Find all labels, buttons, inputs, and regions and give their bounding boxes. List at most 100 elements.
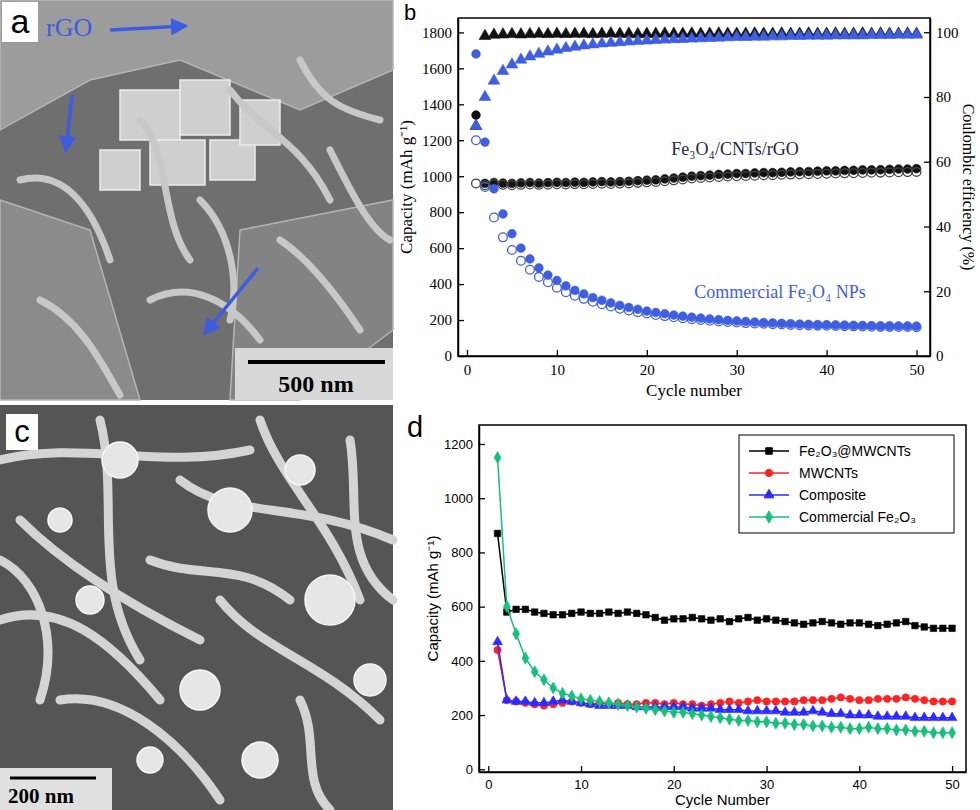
marker [569, 610, 575, 616]
scale-bar-background [0, 768, 112, 810]
tick-label: 1200 [444, 437, 473, 452]
marker [542, 45, 554, 55]
marker [587, 610, 593, 616]
tick: 1000 [444, 491, 485, 506]
marker [804, 170, 813, 179]
annotation: Fe₃O₄/CNTs/rGO [671, 139, 798, 159]
marker [768, 171, 777, 180]
marker [781, 698, 788, 705]
panel-label: d [407, 411, 423, 443]
marker [652, 704, 659, 716]
marker [596, 695, 603, 707]
marker [508, 229, 517, 238]
marker [553, 283, 562, 292]
marker [624, 177, 633, 186]
marker [678, 175, 687, 184]
tick: 1400 [422, 97, 464, 113]
marker [777, 170, 786, 179]
marker [810, 620, 816, 626]
particle [180, 670, 220, 710]
marker [743, 705, 753, 714]
marker [517, 244, 526, 253]
tick-label: 40 [936, 219, 951, 235]
marker [698, 616, 704, 622]
tick-label: 60 [936, 154, 951, 170]
panel-label: c [14, 414, 30, 449]
marker [786, 170, 795, 179]
tick-label: 30 [760, 777, 774, 792]
tick-mark [952, 766, 953, 772]
legend-label: Composite [799, 487, 866, 503]
legend-box [739, 435, 954, 533]
marker [687, 172, 696, 181]
marker [745, 714, 752, 726]
y-axis-title: Capacity (mAh g⁻¹) [397, 120, 416, 254]
tick: 100 [924, 25, 959, 41]
marker [687, 315, 696, 324]
marker [819, 720, 826, 732]
marker [643, 612, 649, 618]
marker [553, 178, 562, 187]
crystal [180, 80, 230, 135]
marker [817, 707, 827, 716]
tick-mark [479, 769, 485, 770]
tick-label: 20 [936, 284, 951, 300]
marker [633, 176, 642, 185]
marker [633, 308, 642, 317]
particle [76, 586, 104, 614]
crystal [100, 150, 140, 190]
marker [470, 119, 482, 129]
tick: 10 [550, 350, 565, 378]
marker [678, 312, 687, 321]
marker [571, 291, 580, 300]
scale-bar [10, 777, 96, 780]
plot-frame [458, 18, 930, 356]
tick: 200 [430, 312, 465, 328]
tick-label: 0 [936, 348, 944, 364]
tick-label: 50 [910, 362, 925, 378]
marker [768, 320, 777, 329]
x-axis-line [459, 356, 931, 358]
tick-mark [458, 320, 464, 321]
marker [553, 180, 562, 189]
marker [680, 616, 686, 622]
marker [587, 694, 594, 706]
marker [680, 706, 687, 718]
marker [750, 171, 759, 180]
marker [894, 168, 903, 177]
tick-label: 1200 [422, 133, 452, 149]
legend-marker [764, 489, 774, 498]
marker [513, 628, 520, 640]
marker [624, 700, 631, 712]
panel-label: b [404, 0, 416, 25]
y-axis: 020040060080010001200 [444, 426, 485, 777]
marker [875, 622, 881, 628]
marker [876, 168, 885, 177]
marker [615, 304, 624, 313]
marker [911, 28, 923, 38]
tick-mark [458, 248, 464, 249]
marker [867, 168, 876, 177]
marker [845, 709, 855, 718]
tick-label: 1400 [422, 97, 452, 113]
tick-mark [458, 68, 464, 69]
marker [948, 698, 955, 705]
x-axis: 01020304050 [480, 766, 967, 792]
marker [642, 309, 651, 318]
marker [840, 169, 849, 178]
x-axis: 01020304050 [459, 350, 931, 378]
marker [947, 712, 957, 721]
marker [808, 705, 818, 714]
marker [660, 175, 669, 184]
tick-label: 0 [466, 762, 473, 777]
particle [208, 488, 252, 532]
marker [921, 624, 927, 630]
marker [544, 178, 553, 187]
nanotube [280, 240, 360, 330]
marker [940, 625, 946, 631]
marker [800, 697, 807, 704]
tick-mark [924, 291, 930, 292]
tick-mark [467, 350, 468, 356]
marker [726, 713, 733, 725]
panel-label-box [2, 2, 38, 42]
